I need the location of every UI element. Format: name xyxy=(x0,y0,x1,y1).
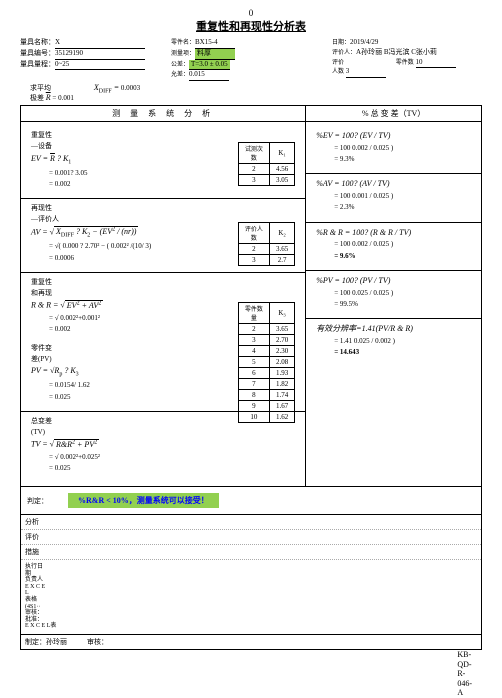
k3-table: 零件数量K₃ 23.65 32.70 42.30 52.08 61.93 71.… xyxy=(238,302,295,423)
pev-block: %EV = 100? (EV / TV) = 100 0.002 / 0.025… xyxy=(316,130,475,165)
comment-3: 措施 xyxy=(21,545,481,560)
tv-block: 总变差(TV) TV = √R&R2 + PV2 = √ 0.002²+0.02… xyxy=(31,416,299,474)
k1-table: 试测次数K₁ 24.56 33.05 xyxy=(238,142,295,186)
right-section-title: % 总 变 差（TV） xyxy=(306,106,481,122)
hm3-val: T=3.0 ± 0.05 xyxy=(189,60,230,71)
hm1-val: BX15-4 xyxy=(195,38,235,49)
hr2-val: A孙玲丽 B冯光滨 C张小莉 xyxy=(356,48,437,56)
vertical-notes: 执行日期负责人E X C EL表格(4S1··审核：批准：E X C E L表 xyxy=(21,560,481,634)
comment-2: 评价 xyxy=(21,530,481,545)
verdict-box: %R&R < 10%，测量系统可以接受！ xyxy=(68,493,219,508)
doc-code: KB-QD-R-046-A xyxy=(457,650,472,698)
hm4-label: 允差： xyxy=(171,72,189,78)
hl2-label: 量具编号： xyxy=(20,49,55,57)
k2-table: 评价人数K₂ 23.65 32.7 xyxy=(238,222,295,266)
verdict-row: 判定： %R&R < 10%，测量系统可以接受！ xyxy=(21,486,481,515)
pav-block: %AV = 100? (AV / TV) = 100 0.001 / 0.025… xyxy=(316,178,475,213)
verdict-label: 判定： xyxy=(27,496,48,506)
hm3-label: 公差： xyxy=(171,62,189,68)
page-title: 重复性和再现性分析表 xyxy=(20,18,482,34)
s2-val: 0.0003 xyxy=(121,84,140,92)
s1-val: = 0.001 xyxy=(52,94,73,102)
hm4-val: 0.015 xyxy=(189,70,229,81)
footer-author: 制定：孙玲丽 xyxy=(25,637,67,647)
hr4-val: 10 xyxy=(416,58,456,69)
hr1-label: 日期： xyxy=(332,40,350,46)
header: 量具名称：X 量具编号：35129190 量具量程：0~25 零件名：BX15-… xyxy=(20,38,482,81)
comment-1: 分析 xyxy=(21,515,481,530)
hm1-label: 零件名： xyxy=(171,40,195,46)
footer-row: 制定：孙玲丽 审核： xyxy=(21,634,481,649)
footer-review: 审核： xyxy=(87,637,108,647)
prr-block: %R & R = 100? (R & R / TV) = 100 0.002 /… xyxy=(316,227,475,262)
hl3-val: 0~25 xyxy=(55,60,145,71)
ppv-block: %PV = 100? (PV / TV) = 100 0.025 / 0.025… xyxy=(316,275,475,310)
hl1-val: X xyxy=(55,38,145,49)
hr3-val: 3 xyxy=(346,67,386,78)
left-section-title: 测 量 系 统 分 析 xyxy=(21,106,306,122)
main-box: 测 量 系 统 分 析 % 总 变 差（TV） 重复性—设备 EV = R ? … xyxy=(20,105,482,650)
ndc-block: 有效分辨率=1.41(PV/R & R) = 1.41 0.025 / 0.00… xyxy=(316,323,475,358)
top-marker: 0 xyxy=(20,8,482,18)
hr2-label: 评价人： xyxy=(332,50,356,56)
hl2-val: 35129190 xyxy=(55,49,145,60)
hl1-label: 量具名称： xyxy=(20,38,55,46)
hm2-label: 测量项： xyxy=(171,51,195,57)
hm2-val: 料厚 xyxy=(195,49,235,60)
hl3-label: 量具量程： xyxy=(20,60,55,68)
comment-rows: 分析 评价 措施 xyxy=(21,515,481,560)
hr1-val: 2019/4/29 xyxy=(350,38,378,46)
